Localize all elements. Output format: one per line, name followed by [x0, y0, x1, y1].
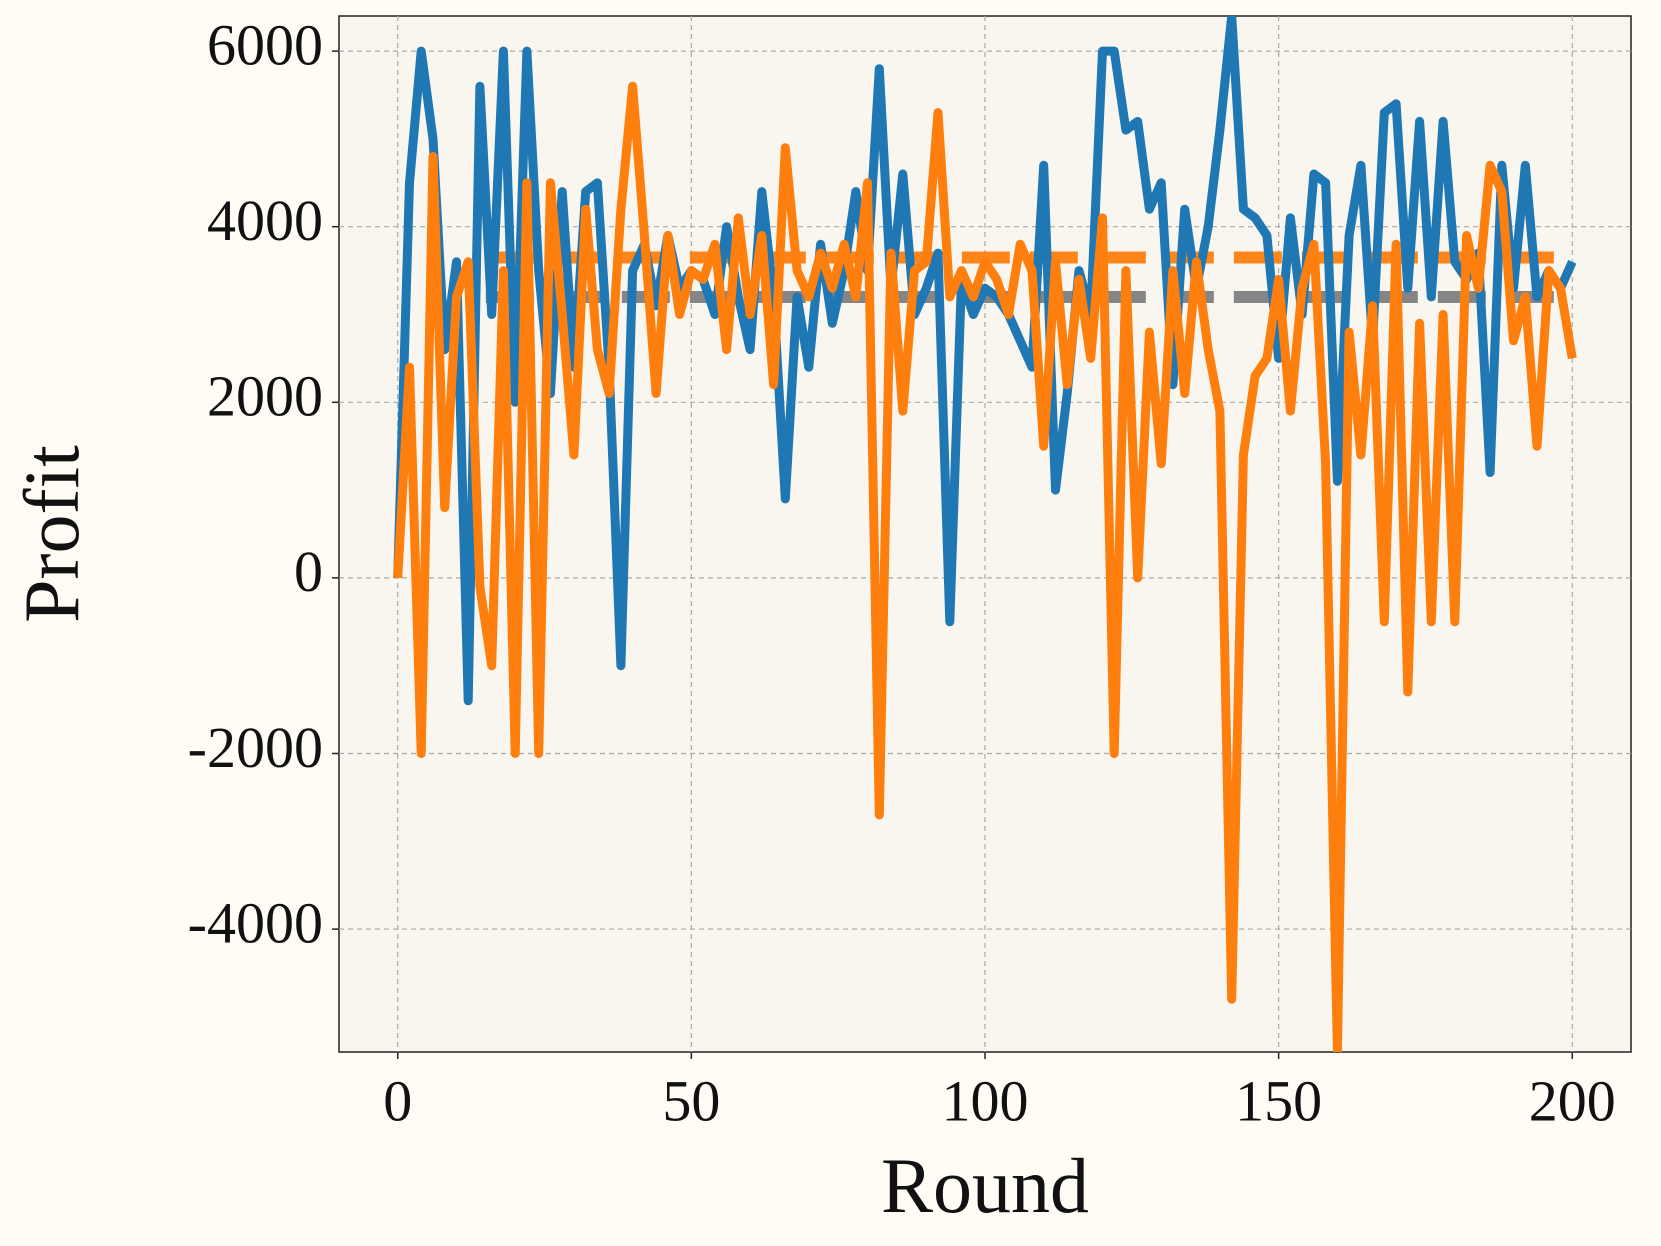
x-tick-label: 200 — [1529, 1068, 1616, 1133]
series-line — [393, 16, 1577, 706]
x-axis-label: Round — [881, 1142, 1089, 1229]
series-line — [393, 81, 1577, 1052]
x-tick-label: 100 — [942, 1068, 1029, 1133]
y-axis-label: Profit — [8, 445, 95, 623]
x-tick-label: 0 — [383, 1068, 412, 1133]
y-tick-label: 6000 — [207, 12, 323, 77]
y-tick-label: 0 — [294, 539, 323, 604]
x-tick-label: 150 — [1235, 1068, 1322, 1133]
x-tick-label: 50 — [662, 1068, 720, 1133]
y-tick-label: -2000 — [188, 715, 323, 780]
y-tick-label: -4000 — [188, 890, 323, 955]
y-tick-label: 2000 — [207, 364, 323, 429]
y-tick-label: 4000 — [207, 188, 323, 253]
